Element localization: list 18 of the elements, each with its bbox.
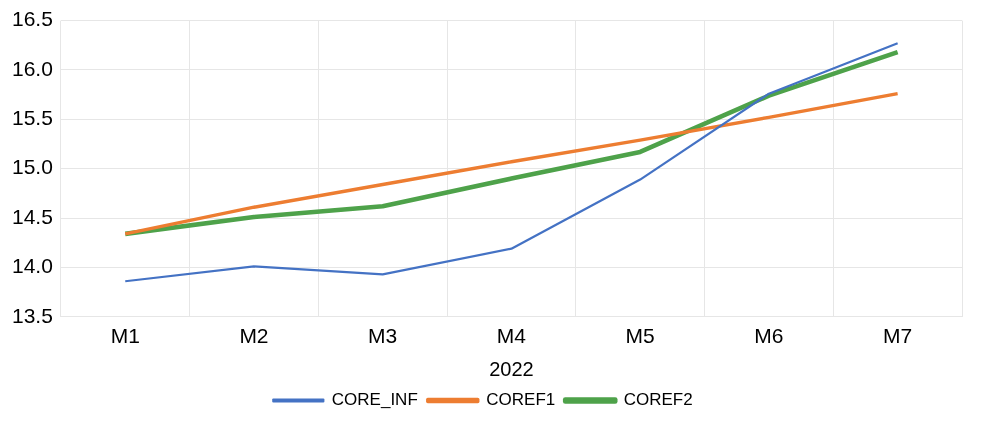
- x-tick-label: M5: [625, 324, 655, 348]
- y-tick-label: 15.5: [12, 106, 53, 130]
- legend-label: COREF2: [623, 390, 693, 410]
- y-tick-label: 15.0: [12, 155, 53, 179]
- y-tick-label: 14.5: [12, 204, 53, 228]
- y-tick-label: 13.5: [12, 303, 53, 327]
- x-tick-label: M1: [110, 324, 140, 348]
- x-tick-label: M7: [883, 324, 913, 348]
- y-tick-label: 14.0: [12, 254, 53, 278]
- x-tick-label: M4: [496, 324, 527, 348]
- y-tick-label: 16.0: [12, 56, 53, 80]
- legend-label: COREF1: [486, 390, 556, 410]
- x-tick-label: M6: [754, 324, 784, 348]
- x-tick-label: M3: [368, 324, 398, 348]
- y-tick-label: 16.5: [12, 7, 53, 31]
- x-tick-label: M2: [239, 324, 269, 348]
- legend-label: CORE_INF: [331, 390, 418, 410]
- x-axis-title: 2022: [489, 357, 534, 380]
